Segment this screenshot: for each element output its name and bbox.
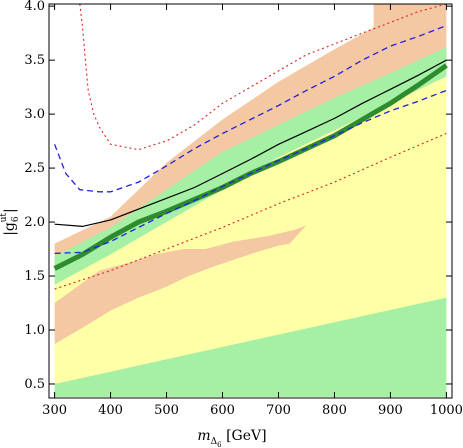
y-tick-label: 2.0 [24, 215, 45, 230]
plot-frame [48, 3, 453, 399]
shaded-regions [54, 4, 447, 397]
y-axis-label-sub: 6 [11, 216, 21, 222]
x-tick-label: 800 [322, 403, 347, 418]
x-tick-label: 400 [98, 403, 123, 418]
y-tick-label: 1.0 [24, 323, 45, 338]
x-tick-label: 700 [266, 403, 291, 418]
x-tick-label: 900 [378, 403, 403, 418]
x-axis-label: mΔ6 [GeV] [197, 428, 266, 448]
x-axis-label-main: m [197, 428, 210, 444]
green-lower-band [54, 297, 447, 397]
x-tick-label: 600 [210, 403, 235, 418]
green-band [54, 47, 447, 285]
x-axis-label-sub2: 6 [217, 441, 222, 448]
y-tick-label: 3.5 [24, 53, 45, 68]
series-line-3-dashed [53, 24, 447, 193]
y-axis-label-close: | [2, 208, 18, 213]
series-line-4-dashed [54, 89, 447, 255]
y-axis-label: |g6ut| [0, 208, 21, 236]
series-line-2-solid-thin [54, 59, 447, 228]
salmon-lower-patch [54, 225, 307, 344]
y-axis-label-sup: ut [0, 213, 9, 223]
x-axis-label-sub1: Δ [211, 437, 218, 447]
y-tick-label: 1.5 [24, 269, 45, 284]
y-tick-label: 3.0 [24, 107, 45, 122]
series-line-6-dotted [54, 132, 447, 290]
x-axis-label-unit: [GeV] [222, 428, 267, 444]
y-axis-label-main: |g [2, 222, 18, 236]
y-tick-label: 2.5 [24, 161, 45, 176]
axis-ticks: 300 400 500 600 700 800 900 1000 0.5 1.0 1.5 2.0 2.5… [24, 0, 463, 418]
series-lines [53, 4, 448, 290]
y-tick-label: 0.5 [24, 377, 45, 392]
x-tick-label: 300 [42, 403, 67, 418]
y-tick-label: 4.0 [24, 0, 45, 14]
x-tick-label: 1000 [430, 403, 463, 418]
x-tick-label: 500 [154, 403, 179, 418]
